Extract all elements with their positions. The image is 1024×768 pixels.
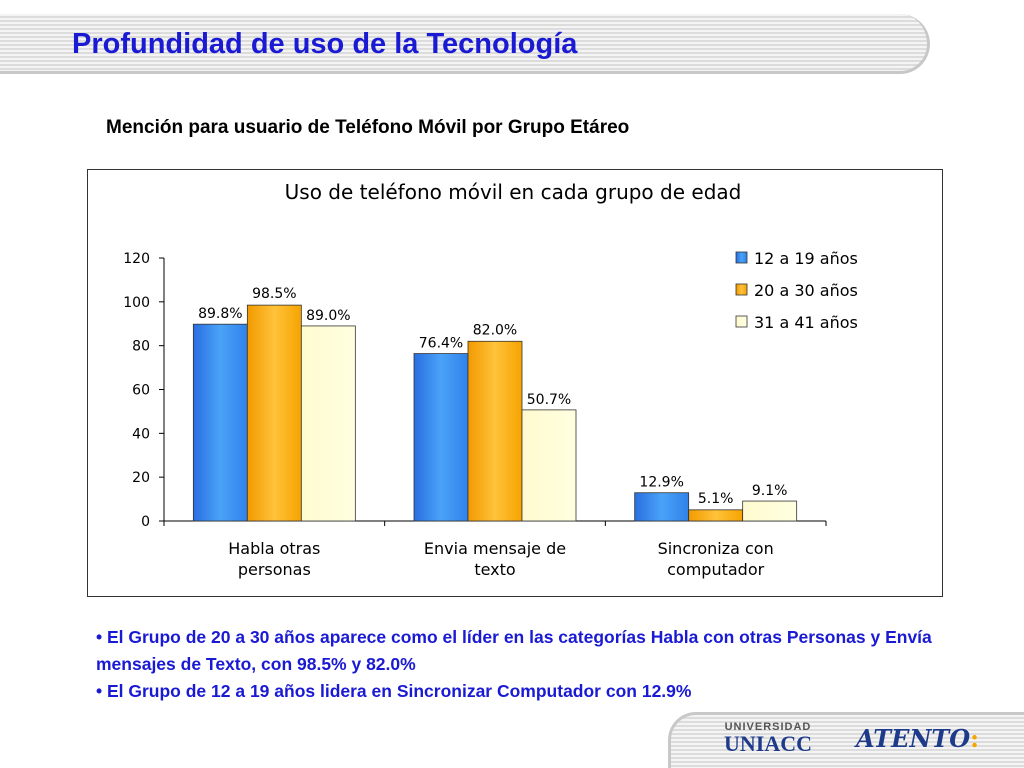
legend-label: 31 a 41 años (754, 313, 858, 332)
bar (192, 323, 248, 522)
data-label: 82.0% (473, 322, 517, 338)
page-subtitle: Mención para usuario de Teléfono Móvil p… (106, 117, 630, 138)
x-tick-label: texto (474, 560, 515, 579)
data-label: 5.1% (698, 491, 734, 507)
uniacc-logo-big: UNIACC (724, 731, 812, 756)
x-tick-label: Habla otras (228, 539, 320, 558)
bullet-list: • El Grupo de 20 a 30 años aparece como … (96, 624, 956, 705)
bar (634, 492, 690, 522)
data-label: 76.4% (419, 336, 463, 352)
chart-title: Uso de teléfono móvil en cada grupo de e… (285, 180, 742, 204)
data-label: 89.8% (198, 306, 242, 322)
x-tick-label: computador (667, 560, 764, 579)
y-tick-label: 0 (141, 514, 150, 530)
legend-swatch (735, 251, 748, 264)
title-bar-decoration (0, 14, 930, 74)
legend-swatch (735, 283, 748, 296)
y-tick-label: 100 (123, 295, 150, 311)
data-label: 12.9% (639, 475, 683, 491)
bullet-item: • El Grupo de 20 a 30 años aparece como … (96, 627, 932, 674)
data-label: 9.1% (752, 483, 788, 499)
legend-swatch (735, 315, 748, 328)
bullet-item: • El Grupo de 12 a 19 años lidera en Sin… (96, 681, 692, 701)
bar (246, 304, 302, 522)
atento-logo-mark: : (970, 724, 980, 753)
bar (300, 325, 356, 522)
y-tick-label: 120 (123, 251, 150, 267)
y-tick-label: 60 (132, 383, 150, 399)
page-title: Profundidad de uso de la Tecnología (72, 28, 578, 60)
y-tick-label: 40 (132, 426, 150, 442)
uniacc-logo: UNIVERSIDAD UNIACC (718, 721, 818, 757)
uniacc-logo-small: UNIVERSIDAD (724, 721, 812, 733)
x-tick-label: Envia mensaje de (424, 539, 566, 558)
atento-logo-text: ATENTO (856, 724, 971, 753)
x-tick-label: personas (238, 560, 311, 579)
y-tick-label: 20 (132, 470, 150, 486)
legend-label: 20 a 30 años (754, 281, 858, 300)
bar-chart: Uso de teléfono móvil en cada grupo de e… (123, 180, 858, 579)
footer-bar-decoration (668, 712, 1024, 768)
data-label: 50.7% (527, 392, 571, 408)
bar (742, 500, 798, 522)
y-tick-label: 80 (132, 339, 150, 355)
data-label: 89.0% (306, 308, 350, 324)
bar (413, 353, 469, 522)
legend-label: 12 a 19 años (754, 249, 858, 268)
x-tick-label: Sincroniza con (658, 539, 774, 558)
bar (467, 340, 523, 522)
bar (688, 509, 744, 522)
atento-logo: ATENTO: (856, 724, 979, 753)
bar (521, 409, 577, 522)
chart-frame: Uso de teléfono móvil en cada grupo de e… (87, 169, 943, 597)
data-label: 98.5% (252, 286, 296, 302)
